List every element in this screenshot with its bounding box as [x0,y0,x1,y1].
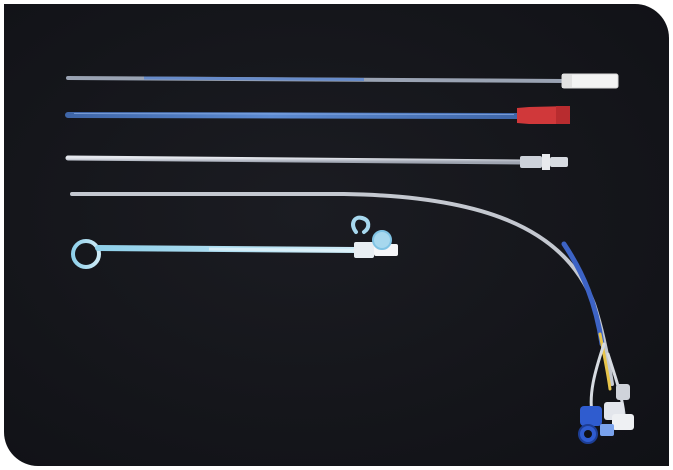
dilator-red-hub [65,106,570,124]
dilator-white-hub [66,73,619,89]
long-catheter-with-connectors [70,192,634,444]
sheath-clear [65,154,568,170]
medical-tubes-photo [65,73,634,444]
pigtail-drain [71,215,398,269]
blue-connector-cluster [578,384,634,444]
photo-frame [4,4,669,466]
